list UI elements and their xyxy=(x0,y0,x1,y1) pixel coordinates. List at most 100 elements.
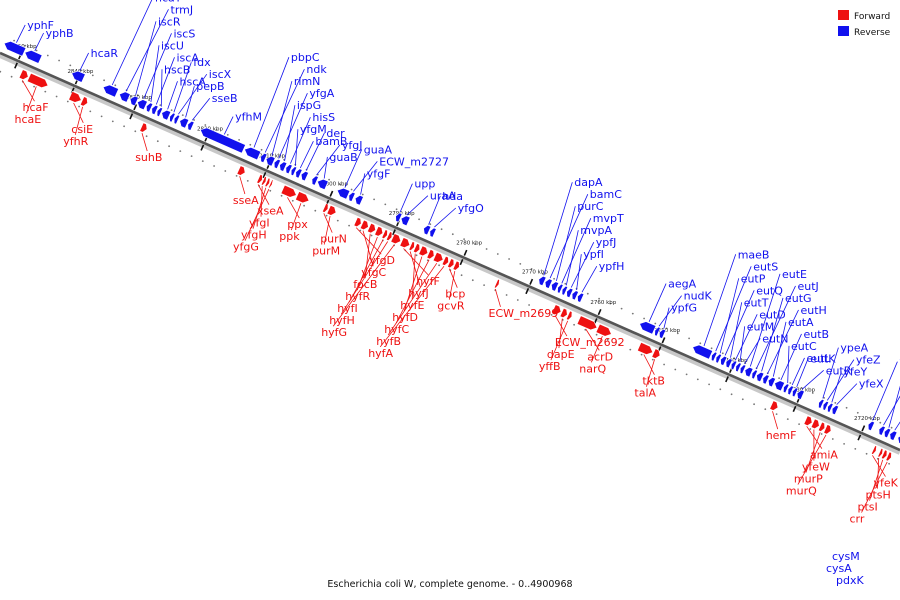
gene-arrow-murq[interactable] xyxy=(823,424,832,435)
gene-arrow-ptsi[interactable] xyxy=(880,449,888,460)
gene-arrow-hyfe[interactable] xyxy=(412,243,421,254)
gene-arrow-hyfr[interactable] xyxy=(374,226,384,237)
gene-arrow-ecw-m2727[interactable] xyxy=(348,191,356,202)
gene-arrow-uraa[interactable] xyxy=(400,215,411,227)
gene-arrow-yfek[interactable] xyxy=(871,445,877,455)
gene-arrow-yfhr[interactable] xyxy=(79,96,88,107)
gene-arrow-yfey[interactable] xyxy=(827,402,834,413)
gene-arrow-guaa[interactable] xyxy=(336,187,351,200)
gene-arrow-tala[interactable] xyxy=(651,348,661,359)
gene-arrow-hyff[interactable] xyxy=(399,237,411,249)
gene-arrow-hcar[interactable] xyxy=(71,70,86,83)
gene-arrow-ypfi[interactable] xyxy=(571,290,579,301)
gene-arrow-yfgf[interactable] xyxy=(354,195,364,206)
gene-arrow-yfgd[interactable] xyxy=(353,216,362,228)
gene-arrow-purc[interactable] xyxy=(551,281,560,292)
gene-arrow-hyfa[interactable] xyxy=(441,255,449,266)
gene-arrow-iscs[interactable] xyxy=(137,99,148,111)
gene-arrow-ecw-m2692[interactable] xyxy=(551,304,562,315)
gene-arrow-bamb[interactable] xyxy=(295,168,303,179)
gene-arrow-eutc[interactable] xyxy=(783,383,790,394)
gene-arrow-bcp[interactable] xyxy=(447,258,455,269)
gene-arrow-ypfh[interactable] xyxy=(577,292,585,303)
gene-arrow-iscr[interactable] xyxy=(129,95,139,107)
gene-arrow-suhb[interactable] xyxy=(139,122,148,133)
gene-arrow-acrd[interactable] xyxy=(576,315,598,331)
gene-arrow-pbpc[interactable] xyxy=(244,146,262,161)
gene-arrow-mvpa[interactable] xyxy=(561,285,569,296)
gene-arrow-yphb[interactable] xyxy=(24,50,43,64)
gene-arrow-hiss[interactable] xyxy=(285,164,293,175)
gene-arrow-hscb[interactable] xyxy=(156,107,164,117)
gene-arrow-eutm[interactable] xyxy=(735,362,742,373)
gene-arrow-eutq[interactable] xyxy=(720,355,728,366)
gene-arrow-maeb[interactable] xyxy=(692,344,713,360)
gene-arrow-ssea[interactable] xyxy=(236,165,246,176)
gene-arrow-hcat[interactable] xyxy=(102,84,119,98)
gene-arrow-hyfb[interactable] xyxy=(432,251,444,263)
gene-arrow-hyfj[interactable] xyxy=(408,241,415,251)
gene-arrow-purm[interactable] xyxy=(326,205,337,216)
gene-arrow-iscu[interactable] xyxy=(146,102,154,113)
gene-arrow-trmj[interactable] xyxy=(119,91,131,103)
gene-arrow-ispg[interactable] xyxy=(279,161,288,172)
gene-arrow-yfew[interactable] xyxy=(810,418,820,430)
gene-arrow-eutt[interactable] xyxy=(725,358,733,369)
gene-arrow-eutp[interactable] xyxy=(715,353,722,364)
gene-arrow-csie[interactable] xyxy=(68,91,82,103)
gene-arrow-amia[interactable] xyxy=(803,415,813,426)
gene-arrow-ecw-m2699[interactable] xyxy=(493,278,500,289)
gene-arrow-fdx[interactable] xyxy=(169,112,176,123)
gene-arrow-hyfi[interactable] xyxy=(381,229,388,240)
gene-arrow-aega[interactable] xyxy=(639,321,657,335)
gene-arrow-yfez[interactable] xyxy=(822,400,830,411)
gene-arrow-yfgm[interactable] xyxy=(290,166,298,177)
gene-arrow-hda[interactable] xyxy=(423,224,432,236)
gene-arrow-yfhm[interactable] xyxy=(199,127,246,154)
gene-arrow-eutr[interactable] xyxy=(796,389,805,400)
gene-arrow-eutl[interactable] xyxy=(787,385,794,396)
gene-arrow-yfgg[interactable] xyxy=(267,179,274,189)
gene-arrow-rlmn[interactable] xyxy=(265,155,276,167)
gene-arrow-eutk[interactable] xyxy=(792,387,799,398)
gene-arrow-cysu[interactable] xyxy=(889,430,898,441)
gene-arrow-ppk[interactable] xyxy=(295,191,310,204)
gene-arrow-dapa[interactable] xyxy=(538,275,547,287)
gene-arrow-upp[interactable] xyxy=(395,212,403,223)
gene-arrow-hyfg[interactable] xyxy=(390,233,402,245)
gene-arrow-hcae[interactable] xyxy=(26,72,49,89)
gene-arrow-eutg[interactable] xyxy=(756,371,765,383)
gene-arrow-pepb[interactable] xyxy=(179,117,190,129)
gene-arrow-iscx[interactable] xyxy=(173,114,181,125)
gene-arrow-yfgj[interactable] xyxy=(311,175,319,186)
gene-arrow-cysp[interactable] xyxy=(884,428,892,439)
gene-arrow-mvpt[interactable] xyxy=(557,283,564,294)
gene-arrow-euts[interactable] xyxy=(711,351,718,362)
gene-arrow-yfgo[interactable] xyxy=(429,227,437,238)
gene-arrow-bamc[interactable] xyxy=(544,278,553,289)
gene-arrow-euta[interactable] xyxy=(767,377,776,388)
gene-arrow-purn[interactable] xyxy=(322,203,329,213)
gene-arrow-sseb[interactable] xyxy=(187,120,195,131)
gene-arrow-focb[interactable] xyxy=(367,222,376,234)
gene-arrow-der[interactable] xyxy=(300,171,309,182)
gene-arrow-nudk[interactable] xyxy=(654,326,661,337)
gene-arrow-xsea[interactable] xyxy=(256,174,263,184)
gene-arrow-ndk[interactable] xyxy=(260,152,268,163)
gene-arrow-ucpa[interactable] xyxy=(878,425,886,436)
gene-arrow-eutj[interactable] xyxy=(751,369,758,380)
gene-arrow-ptsh[interactable] xyxy=(877,447,884,458)
gene-arrow-guab[interactable] xyxy=(317,178,329,190)
gene-arrow-eute[interactable] xyxy=(744,366,754,378)
gene-arrow-yfgi[interactable] xyxy=(260,175,267,186)
gene-arrow-eutn[interactable] xyxy=(739,364,747,375)
gene-arrow-ypfg[interactable] xyxy=(659,328,667,339)
gene-arrow-murp[interactable] xyxy=(817,421,826,432)
gene-arrow-dape[interactable] xyxy=(559,307,568,319)
gene-arrow-crr[interactable] xyxy=(885,451,892,462)
gene-arrow-gcvr[interactable] xyxy=(452,260,460,271)
gene-arrow-hyfc[interactable] xyxy=(426,248,435,260)
gene-arrow-yfex[interactable] xyxy=(831,405,839,416)
gene-arrow-tktb[interactable] xyxy=(637,341,654,355)
gene-arrow-yfgc[interactable] xyxy=(359,219,369,231)
